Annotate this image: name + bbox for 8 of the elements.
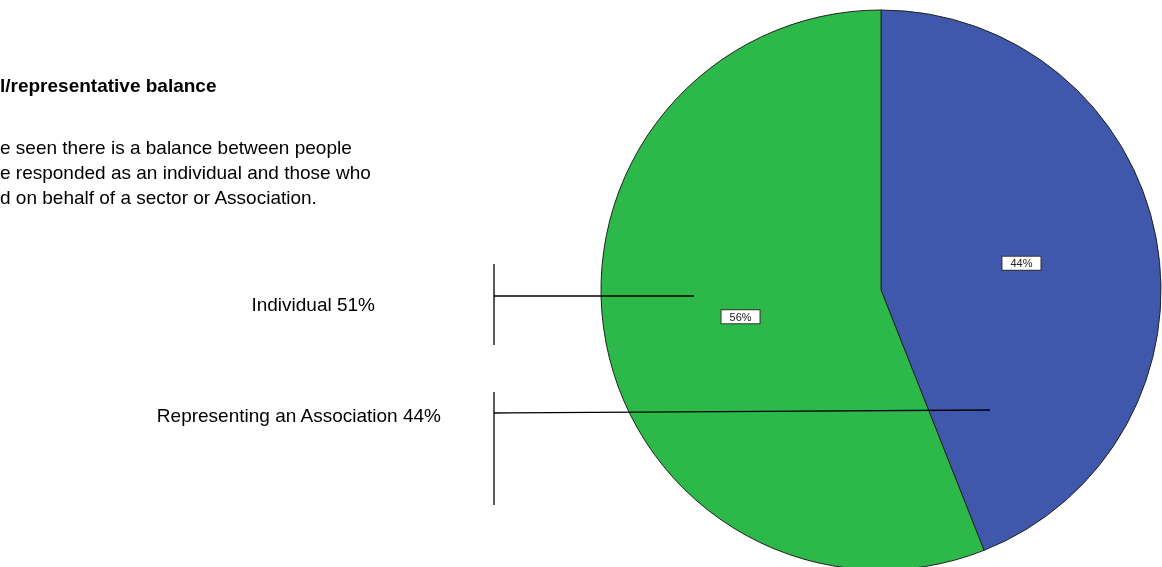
- text: e responded as an individual and those who: [0, 161, 371, 183]
- text: d on behalf of a sector or Association.: [0, 186, 317, 208]
- text: e seen there is a balance between people: [0, 136, 352, 158]
- data-label: 44%: [1010, 257, 1033, 270]
- data-label: 56%: [729, 310, 752, 323]
- text: Representing an Association 44%: [156, 404, 442, 426]
- text: l/representative balance: [0, 75, 217, 96]
- text: Individual 51%: [251, 293, 376, 315]
